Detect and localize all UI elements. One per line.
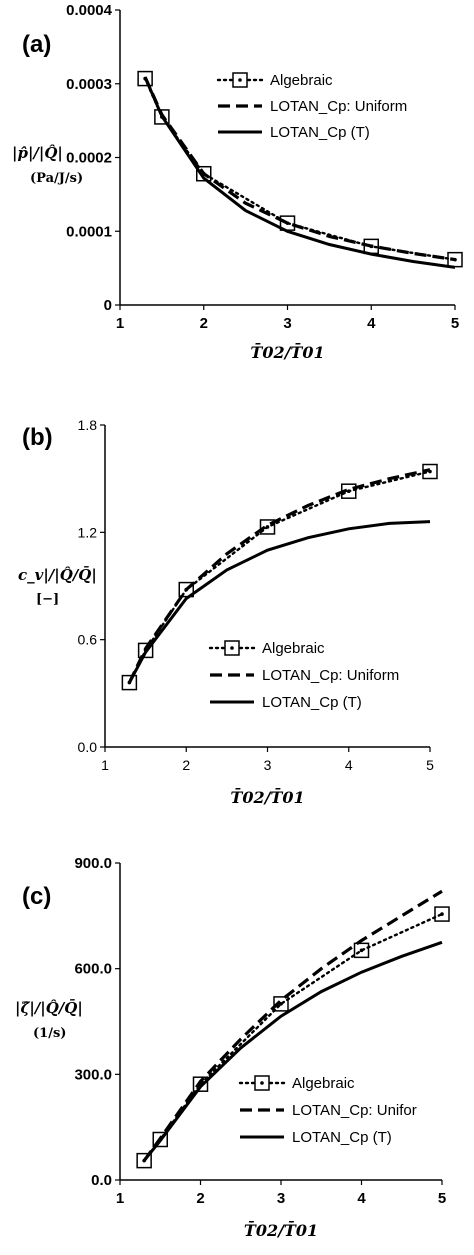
y-tick-label: 0.0001 bbox=[66, 223, 112, 240]
y-axis-unit: (Pa/J/s) bbox=[30, 171, 83, 186]
y-tick-label: 1.2 bbox=[78, 524, 98, 540]
legend-label: LOTAN_Cp (T) bbox=[270, 124, 370, 141]
data-point-marker bbox=[434, 906, 450, 922]
y-axis-unit: (1/s) bbox=[33, 1026, 66, 1041]
y-tick-label: 0.6 bbox=[78, 632, 98, 648]
legend-label: LOTAN_Cp (T) bbox=[262, 694, 362, 711]
x-tick-label: 3 bbox=[283, 315, 291, 332]
data-point-dot bbox=[440, 912, 444, 916]
series-line-dashed bbox=[127, 468, 431, 684]
x-tick-label: 1 bbox=[116, 1190, 124, 1207]
x-axis-label: T̄02/T̄01 bbox=[250, 342, 324, 362]
panel-label: (b) bbox=[22, 424, 53, 451]
data-point-dot bbox=[346, 489, 351, 493]
y-tick-label: 0.0003 bbox=[66, 76, 112, 93]
panel-label: (c) bbox=[22, 883, 51, 910]
series-line-dashed bbox=[142, 889, 443, 1162]
legend-marker-dot bbox=[238, 78, 242, 82]
y-tick-label: 0.0002 bbox=[66, 150, 112, 167]
y-tick-label: 600.0 bbox=[74, 961, 112, 978]
x-tick-label: 5 bbox=[426, 757, 434, 773]
x-axis-label: T̄02/T̄01 bbox=[244, 1220, 318, 1240]
x-tick-label: 3 bbox=[277, 1190, 285, 1207]
y-tick-label: 0.0 bbox=[91, 1172, 112, 1189]
x-axis-label: T̄02/T̄01 bbox=[230, 787, 304, 807]
series-line-solid bbox=[143, 940, 443, 1162]
legend-label: LOTAN_Cp: Uniform bbox=[270, 98, 407, 115]
x-tick-label: 4 bbox=[367, 315, 376, 332]
data-point-marker bbox=[137, 70, 153, 87]
panel-b: 0.0 0.6 1.2 1.8 1 2 3 4 5 (b) c_v|/|Q̂/Q̄| [−] T̄02/… bbox=[18, 417, 438, 807]
x-tick-label: 2 bbox=[182, 757, 190, 773]
legend-marker-dot bbox=[260, 1081, 264, 1085]
x-tick-label: 3 bbox=[264, 757, 272, 773]
data-point-marker bbox=[136, 1152, 152, 1169]
data-point-dot bbox=[359, 948, 364, 953]
data-point-dot bbox=[265, 525, 270, 529]
x-tick-label: 4 bbox=[357, 1190, 366, 1207]
x-tick-label: 1 bbox=[101, 757, 109, 773]
panel-a: 0 0.0001 0.0002 0.0003 0.0004 1 2 3 4 5 (a) |p̂|/|Q… bbox=[12, 2, 463, 362]
x-tick-label: 5 bbox=[438, 1190, 446, 1207]
legend-label: LOTAN_Cp: Unifor bbox=[292, 1102, 417, 1119]
y-tick-label: 0.0004 bbox=[66, 2, 113, 19]
y-tick-label: 300.0 bbox=[74, 1066, 112, 1083]
data-point-marker bbox=[273, 996, 289, 1012]
data-point-marker bbox=[152, 1131, 168, 1148]
data-point-marker bbox=[259, 519, 276, 535]
y-tick-label: 1.8 bbox=[78, 417, 98, 433]
data-point-marker bbox=[137, 642, 154, 659]
data-point-marker bbox=[196, 165, 212, 182]
data-point-marker bbox=[353, 942, 370, 959]
legend-marker-dot bbox=[230, 646, 234, 650]
panel-c: 0.0 300.0 600.0 900.0 1 2 3 4 5 (c) |ζ̂|/|Q̂/Q̄| (1… bbox=[15, 855, 450, 1240]
series-line-solid bbox=[128, 520, 431, 684]
legend-label: Algebraic bbox=[270, 72, 333, 89]
legend-label: Algebraic bbox=[262, 640, 325, 657]
series-line-markers-dotted bbox=[142, 912, 444, 1162]
data-point-marker bbox=[192, 1076, 209, 1092]
legend-label: Algebraic bbox=[292, 1075, 355, 1092]
y-axis-label: |ζ̂|/|Q̂/Q̄| bbox=[15, 998, 83, 1017]
data-point-marker bbox=[121, 674, 138, 691]
y-axis-label: |p̂|/|Q̂| bbox=[12, 144, 63, 162]
legend-label: LOTAN_Cp: Uniform bbox=[262, 667, 399, 684]
x-tick-label: 5 bbox=[451, 315, 459, 332]
x-tick-label: 1 bbox=[116, 315, 124, 332]
y-axis-unit: [−] bbox=[36, 592, 59, 607]
legend-label: LOTAN_Cp (T) bbox=[292, 1129, 392, 1146]
y-tick-label: 0.0 bbox=[78, 739, 98, 755]
y-tick-label: 900.0 bbox=[74, 855, 112, 872]
y-tick-label: 0 bbox=[104, 297, 112, 314]
y-axis-label: c_v|/|Q̂/Q̄| bbox=[18, 565, 97, 584]
x-tick-label: 2 bbox=[196, 1190, 204, 1207]
data-point-marker bbox=[178, 581, 194, 598]
x-tick-label: 2 bbox=[200, 315, 208, 332]
data-point-marker bbox=[154, 109, 170, 125]
series-line-solid bbox=[143, 76, 456, 269]
x-tick-label: 4 bbox=[345, 757, 353, 773]
panel-label: (a) bbox=[22, 31, 51, 58]
